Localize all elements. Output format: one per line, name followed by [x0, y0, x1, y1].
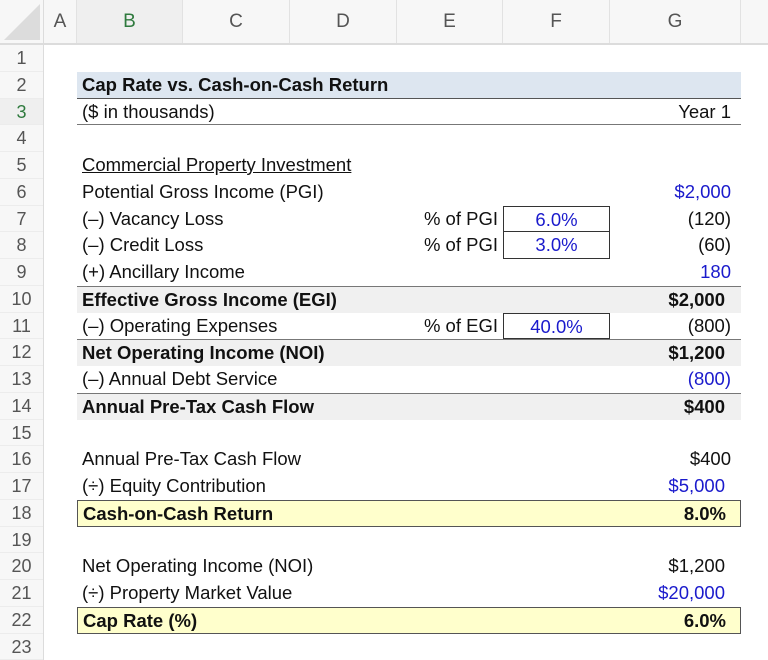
vacancy-rate-input[interactable]: 6.0% [503, 205, 610, 233]
vacancy-basis: % of PGI [423, 207, 498, 229]
column-header-f[interactable]: F [503, 0, 610, 43]
column-header-e[interactable]: E [397, 0, 503, 43]
debt-service-row[interactable]: (–) Annual Debt Service (800) [77, 366, 741, 393]
title-row[interactable]: Cap Rate vs. Cash-on-Cash Return [77, 71, 741, 99]
row-header-20[interactable]: 20 [0, 553, 43, 580]
row-header-16[interactable]: 16 [0, 446, 43, 473]
vacancy-row[interactable]: (–) Vacancy Loss % of PGI 6.0% (120) [77, 205, 741, 233]
row-header-6[interactable]: 6 [0, 179, 43, 206]
coc-cash-flow-value: $400 [689, 448, 731, 470]
cap-noi-row[interactable]: Net Operating Income (NOI) $1,200 [77, 553, 741, 580]
opex-basis: % of EGI [423, 314, 498, 336]
row-header-19[interactable]: 19 [0, 527, 43, 554]
column-header-a[interactable]: A [44, 0, 77, 43]
row-header-21[interactable]: 21 [0, 580, 43, 607]
row-header-18[interactable]: 18 [0, 500, 43, 527]
sheet-title: Cap Rate vs. Cash-on-Cash Return [82, 73, 389, 95]
equity-label: (÷) Equity Contribution [82, 475, 266, 496]
credit-value: (60) [698, 234, 731, 256]
period-label: Year 1 [678, 100, 731, 122]
units-row[interactable]: ($ in thousands) Year 1 [77, 99, 741, 126]
coc-result-value: 8.0% [683, 502, 726, 524]
pgi-label: Potential Gross Income (PGI) [82, 180, 324, 202]
row-header-15[interactable]: 15 [0, 420, 43, 447]
market-value-label: (÷) Property Market Value [82, 582, 293, 603]
noi-row[interactable]: Net Operating Income (NOI) $1,200 [77, 339, 741, 366]
cap-rate-value: 6.0% [683, 609, 726, 631]
coc-cash-flow-label: Annual Pre-Tax Cash Flow [82, 448, 302, 470]
pgi-row[interactable]: Potential Gross Income (PGI) $2,000 [77, 179, 741, 206]
row-header-23[interactable]: 23 [0, 634, 43, 660]
opex-value: (800) [687, 314, 731, 336]
units-label: ($ in thousands) [82, 100, 215, 122]
row-header-14[interactable]: 14 [0, 393, 43, 420]
cap-noi-value: $1,200 [668, 555, 725, 577]
column-header-b[interactable]: B [77, 0, 183, 43]
credit-label: (–) Credit Loss [82, 234, 204, 256]
opex-row[interactable]: (–) Operating Expenses % of EGI 40.0% (8… [77, 312, 741, 340]
section-heading: Commercial Property Investment [82, 154, 352, 175]
row-header-12[interactable]: 12 [0, 339, 43, 366]
cash-flow-value: $400 [683, 395, 725, 417]
row-header-22[interactable]: 22 [0, 607, 43, 634]
egi-row[interactable]: Effective Gross Income (EGI) $2,000 [77, 285, 741, 313]
row-header-7[interactable]: 7 [0, 206, 43, 233]
credit-basis: % of PGI [423, 234, 498, 256]
coc-result-label: Cash-on-Cash Return [83, 502, 274, 524]
cell-grid[interactable]: Cap Rate vs. Cash-on-Cash Return ($ in t… [44, 45, 768, 660]
row-header-9[interactable]: 9 [0, 259, 43, 286]
pgi-value[interactable]: $2,000 [674, 180, 731, 202]
market-value-value[interactable]: $20,000 [658, 582, 725, 603]
column-header-d[interactable]: D [290, 0, 397, 43]
opex-rate-input[interactable]: 40.0% [503, 312, 610, 340]
market-value-row[interactable]: (÷) Property Market Value $20,000 [77, 580, 741, 607]
egi-label: Effective Gross Income (EGI) [82, 288, 337, 310]
noi-label: Net Operating Income (NOI) [82, 342, 325, 364]
row-header-17[interactable]: 17 [0, 473, 43, 500]
row-header-5[interactable]: 5 [0, 152, 43, 179]
credit-row[interactable]: (–) Credit Loss % of PGI 3.0% (60) [77, 232, 741, 259]
row-header-2[interactable]: 2 [0, 72, 43, 99]
cap-rate-label: Cap Rate (%) [83, 609, 198, 631]
row-header-bar: 1 2 3 4 5 6 7 8 9 10 11 12 13 14 15 16 1… [0, 45, 44, 660]
row-header-3[interactable]: 3 [0, 98, 43, 126]
coc-cash-flow-row[interactable]: Annual Pre-Tax Cash Flow $400 [77, 446, 741, 473]
equity-row[interactable]: (÷) Equity Contribution $5,000 [77, 473, 741, 500]
row-header-11[interactable]: 11 [0, 313, 43, 340]
row-header-8[interactable]: 8 [0, 232, 43, 259]
egi-value: $2,000 [668, 288, 725, 310]
ancillary-label: (+) Ancillary Income [82, 261, 245, 282]
row-header-1[interactable]: 1 [0, 45, 43, 72]
ancillary-value[interactable]: 180 [700, 261, 731, 282]
ancillary-row[interactable]: (+) Ancillary Income 180 [77, 259, 741, 286]
column-header-bar: A B C D E F G [0, 0, 768, 45]
debt-service-value[interactable]: (800) [687, 368, 731, 389]
row-header-4[interactable]: 4 [0, 125, 43, 152]
debt-service-label: (–) Annual Debt Service [82, 368, 278, 389]
column-header-g[interactable]: G [610, 0, 741, 43]
credit-rate-input[interactable]: 3.0% [503, 232, 610, 259]
cap-rate-row[interactable]: Cap Rate (%) 6.0% [77, 606, 741, 634]
row-header-13[interactable]: 13 [0, 366, 43, 393]
section-heading-row[interactable]: Commercial Property Investment [77, 152, 741, 179]
vacancy-value: (120) [687, 207, 731, 229]
cash-flow-row[interactable]: Annual Pre-Tax Cash Flow $400 [77, 392, 741, 420]
coc-result-row[interactable]: Cash-on-Cash Return 8.0% [77, 499, 741, 527]
equity-value[interactable]: $5,000 [668, 475, 725, 496]
vacancy-label: (–) Vacancy Loss [82, 207, 224, 229]
select-all-corner[interactable] [0, 0, 44, 43]
cap-noi-label: Net Operating Income (NOI) [82, 555, 314, 577]
noi-value: $1,200 [668, 342, 725, 364]
cash-flow-label: Annual Pre-Tax Cash Flow [82, 395, 314, 417]
row-header-10[interactable]: 10 [0, 286, 43, 313]
opex-label: (–) Operating Expenses [82, 314, 278, 336]
column-header-c[interactable]: C [183, 0, 290, 43]
